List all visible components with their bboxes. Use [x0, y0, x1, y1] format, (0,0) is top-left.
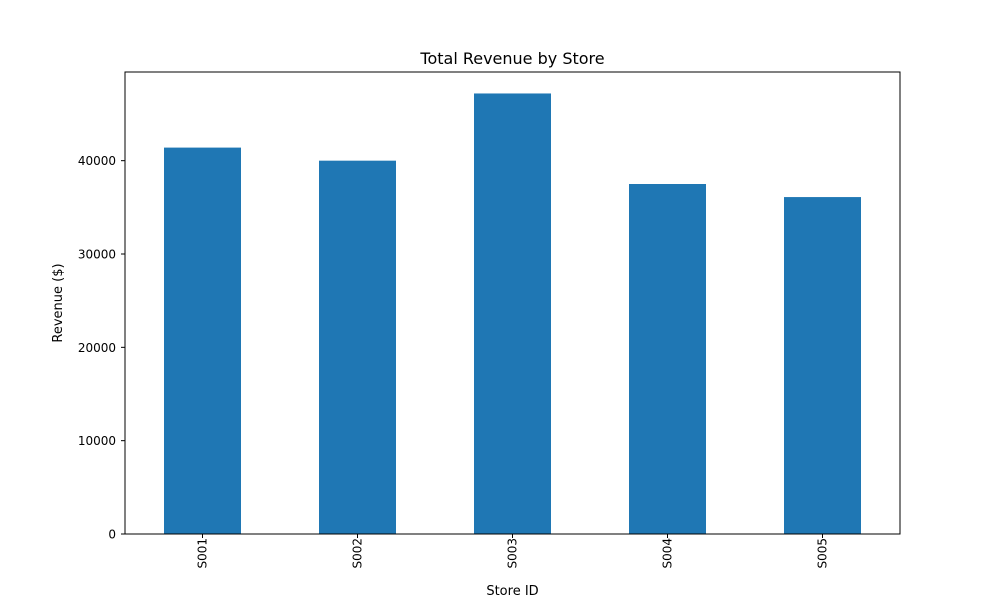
- bar-s004: [629, 184, 706, 534]
- y-axis-label: Revenue ($): [51, 263, 66, 342]
- x-tick-label: S003: [506, 538, 520, 569]
- bar-s005: [784, 197, 861, 534]
- y-tick-label: 20000: [78, 341, 116, 355]
- x-tick-label: S004: [661, 538, 675, 569]
- y-tick-label: 40000: [78, 154, 116, 168]
- y-tick-label: 10000: [78, 434, 116, 448]
- bars-layer: [164, 93, 861, 535]
- y-tick-label: 0: [108, 528, 116, 542]
- bar-s003: [474, 93, 551, 534]
- chart-title: Total Revenue by Store: [419, 49, 604, 68]
- y-ticks-layer: 0 10000 20000 30000 40000: [78, 154, 125, 542]
- bar-s001: [164, 147, 241, 534]
- x-ticks-layer: S001 S002 S003 S004 S005: [196, 534, 830, 569]
- x-axis-label: Store ID: [486, 584, 538, 599]
- x-tick-label: S002: [351, 538, 365, 569]
- x-tick-label: S001: [196, 538, 210, 569]
- x-tick-label: S005: [816, 538, 830, 569]
- bar-s002: [319, 160, 396, 535]
- y-tick-label: 30000: [78, 248, 116, 262]
- plot-frame: [124, 71, 901, 535]
